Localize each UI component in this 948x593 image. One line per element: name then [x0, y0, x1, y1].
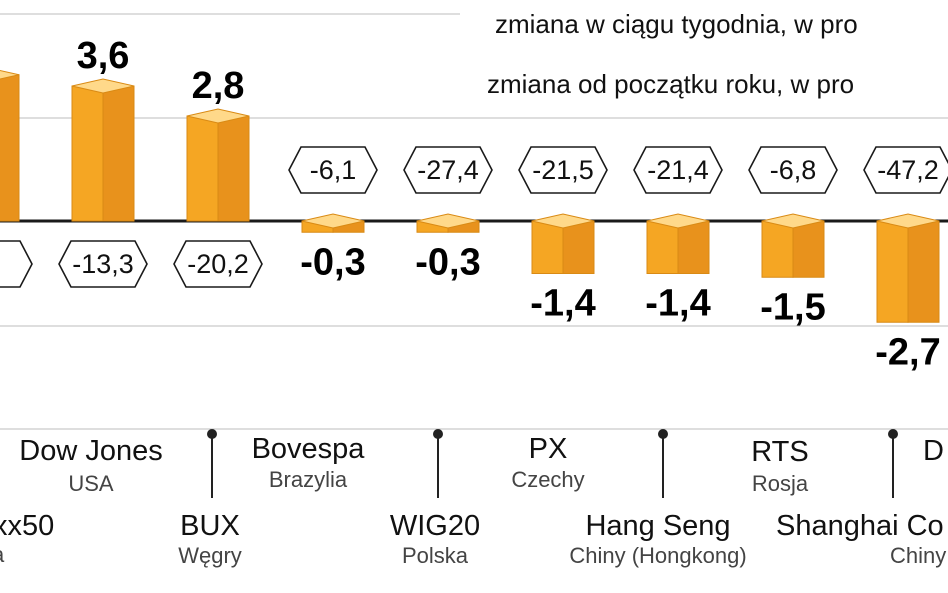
ytd-badge: 5 — [0, 240, 33, 288]
connector-dot — [658, 429, 668, 439]
ytd-hexagon — [173, 240, 263, 288]
ytd-badge: -20,2 — [173, 240, 263, 288]
bar-top — [301, 213, 365, 229]
connector-dot — [207, 429, 217, 439]
bar-front — [186, 115, 219, 222]
value-label: -1,5 — [760, 286, 825, 328]
index-name: BUX — [180, 510, 240, 542]
bar-front — [876, 220, 909, 323]
ytd-label: -21,5 — [532, 155, 594, 185]
ytd-badges: 5 -13,3 -20,2 -6,1 -27,4 -21,5 -21,4 -6,8 -47,2 — [0, 146, 948, 288]
ytd-hexagon — [633, 146, 723, 194]
ytd-badge: -21,5 — [518, 146, 608, 194]
index-country: Czechy — [511, 467, 584, 492]
ytd-badge: -6,8 — [748, 146, 838, 194]
ytd-hexagon — [518, 146, 608, 194]
index-country: Brazylia — [269, 467, 348, 492]
value-labels: 93,62,8-0,3-0,3-1,4-1,4-1,5-2,7 — [77, 35, 941, 373]
index-name: Shanghai Co — [776, 510, 944, 542]
index-country: Chiny — [890, 543, 946, 568]
ytd-badge: -47,2 — [863, 146, 948, 194]
grid-lines — [0, 13, 948, 430]
value-label: -0,3 — [415, 241, 480, 283]
ytd-label: -27,4 — [417, 155, 479, 185]
index-country: Węgry — [178, 543, 242, 568]
ytd-label: -6,8 — [770, 155, 817, 185]
bar — [761, 213, 825, 278]
bar-side — [217, 115, 250, 222]
ytd-badge: -21,4 — [633, 146, 723, 194]
ytd-label: -21,4 — [647, 155, 709, 185]
bar — [0, 69, 20, 222]
index-country: Polska — [402, 543, 469, 568]
ytd-badge: -13,3 — [58, 240, 148, 288]
ytd-label: -6,1 — [310, 155, 357, 185]
bar — [186, 108, 250, 222]
connector-dot — [888, 429, 898, 439]
bar-front — [761, 220, 794, 278]
bar — [416, 213, 480, 233]
ytd-hexagon — [58, 240, 148, 288]
ytd-hexagon — [288, 146, 378, 194]
bar-side — [562, 220, 595, 274]
index-name: RTS — [751, 436, 808, 468]
bars — [0, 69, 940, 323]
bar — [646, 213, 710, 274]
ytd-label: -13,3 — [72, 249, 134, 279]
bar-top — [761, 213, 825, 229]
bar-top — [646, 213, 710, 229]
value-label: 3,6 — [77, 35, 130, 77]
ytd-label: -20,2 — [187, 249, 249, 279]
bar-top — [71, 78, 135, 94]
legend: zmiana w ciągu tygodnia, w pro zmiana od… — [487, 9, 858, 99]
index-name: D — [923, 435, 944, 467]
ytd-badge: -6,1 — [288, 146, 378, 194]
value-label: -1,4 — [645, 283, 710, 325]
ytd-hexagon — [863, 146, 948, 194]
index-country: USA — [68, 471, 114, 496]
index-name: Hang Seng — [585, 510, 730, 542]
ytd-hexagon — [0, 240, 33, 288]
bar-top — [186, 108, 250, 124]
bar-side — [102, 85, 135, 222]
index-name: xx50 — [0, 510, 54, 542]
bar — [531, 213, 595, 274]
index-name: Dow Jones — [19, 435, 162, 467]
bar-top — [876, 213, 940, 229]
ytd-hexagon — [403, 146, 493, 194]
index-country: Rosja — [752, 471, 809, 496]
legend-ytd: zmiana od początku roku, w pro — [487, 69, 854, 99]
bar-side — [677, 220, 710, 274]
bar-front — [531, 220, 564, 274]
ytd-label: -47,2 — [877, 155, 939, 185]
index-name: Bovespa — [252, 433, 366, 465]
bar — [71, 78, 135, 222]
bar-top — [0, 69, 20, 80]
bar — [876, 213, 940, 323]
index-country: a — [0, 542, 5, 567]
value-label: -0,3 — [300, 241, 365, 283]
bar-side — [907, 220, 940, 323]
value-label: -1,4 — [530, 283, 595, 325]
index-name: WIG20 — [390, 510, 480, 542]
ytd-badge: -27,4 — [403, 146, 493, 194]
bar-side — [792, 220, 825, 278]
bar-side — [0, 74, 20, 222]
ytd-hexagon — [748, 146, 838, 194]
value-label: -2,7 — [875, 331, 940, 373]
index-name: PX — [529, 433, 568, 465]
connector-dot — [433, 429, 443, 439]
legend-weekly: zmiana w ciągu tygodnia, w pro — [495, 9, 858, 39]
value-label: 2,8 — [192, 65, 245, 107]
index-country: Chiny (Hongkong) — [569, 543, 746, 568]
bar-top — [531, 213, 595, 229]
bar-front — [71, 85, 104, 222]
bar — [301, 213, 365, 233]
bar-front — [646, 220, 679, 274]
bar-top — [416, 213, 480, 229]
